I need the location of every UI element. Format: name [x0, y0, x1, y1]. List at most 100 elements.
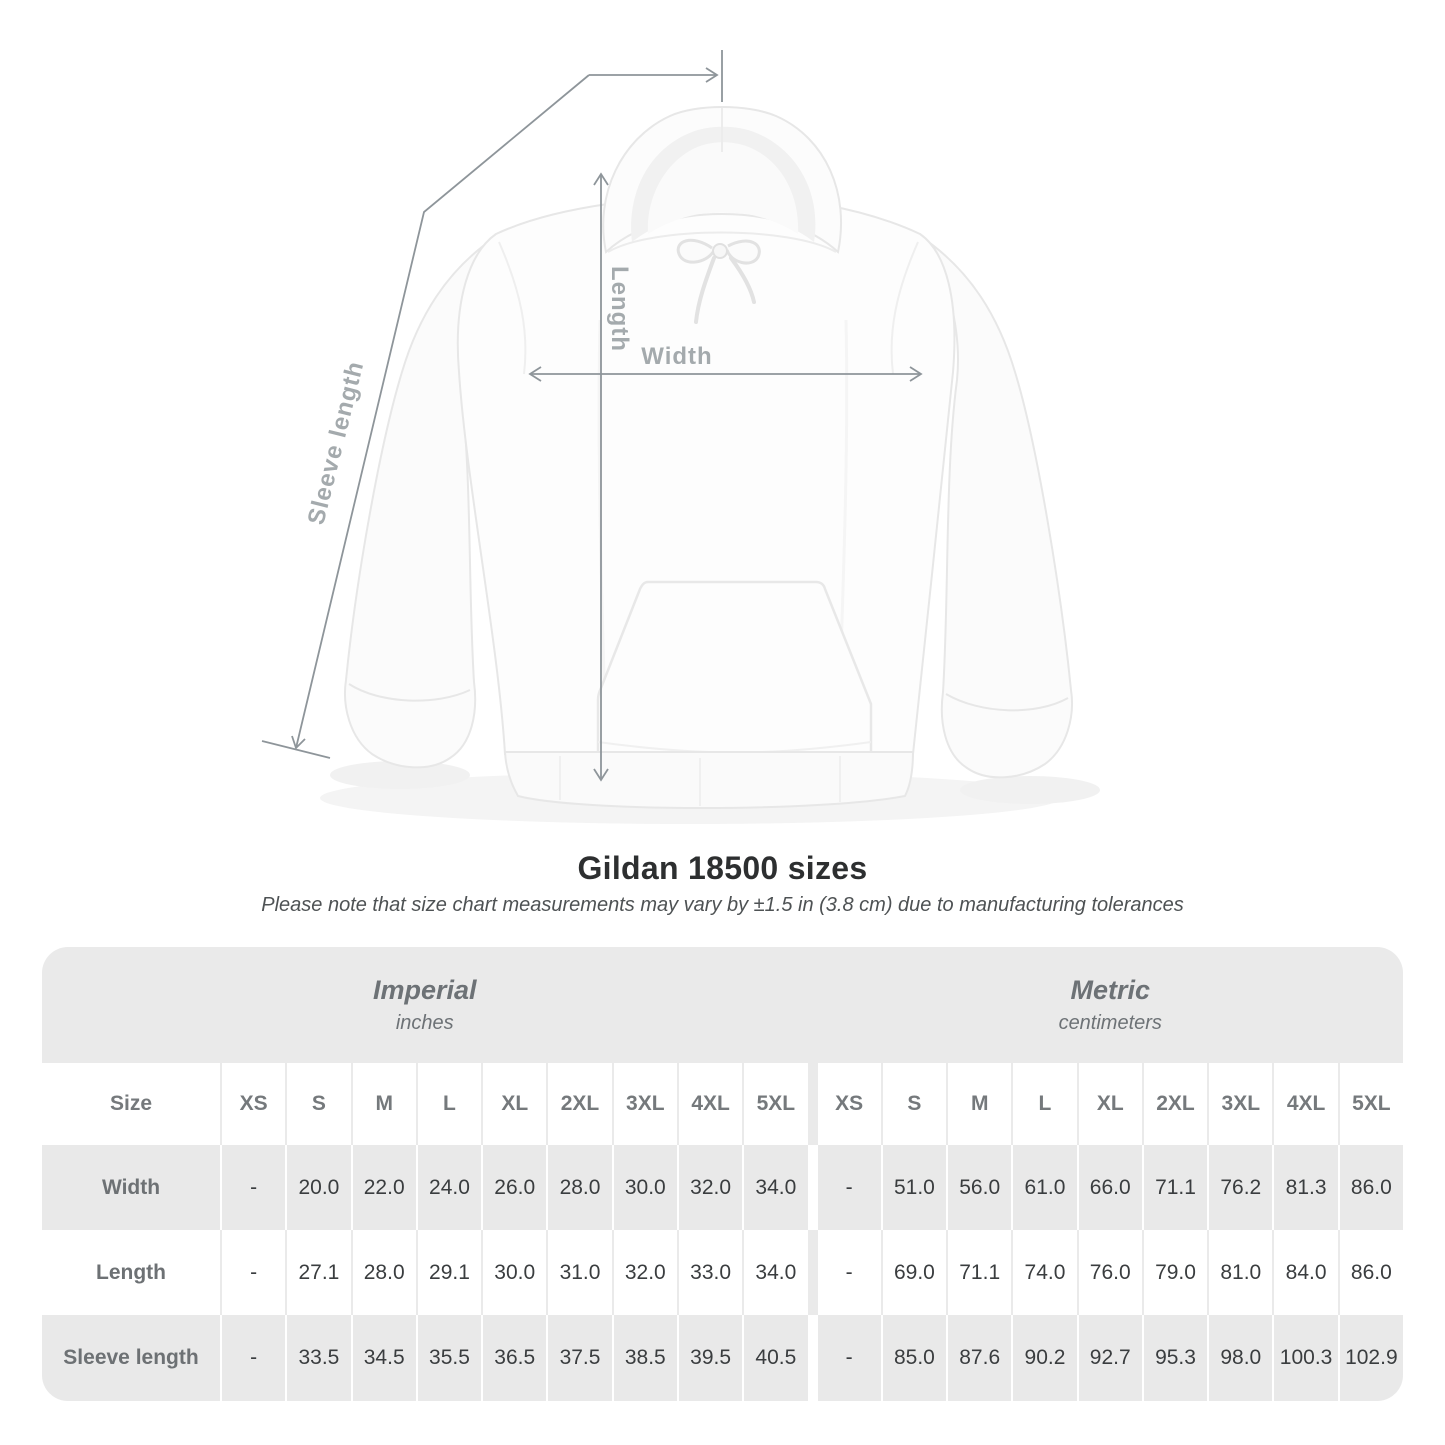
table-cell: -	[817, 1145, 881, 1230]
table-cell: -	[222, 1230, 286, 1315]
size-header-metric-2xl: 2XL	[1143, 1063, 1208, 1145]
table-cell: 102.9	[1339, 1315, 1403, 1401]
hoodie-illustration	[320, 106, 1100, 824]
table-cell: 33.5	[287, 1315, 351, 1401]
table-cell: 38.5	[613, 1315, 677, 1401]
unit-group-imperial-sublabel: inches	[395, 1012, 454, 1034]
hoodie-pocket	[596, 580, 873, 767]
unit-group-imperial: Imperial inches	[42, 947, 808, 1063]
size-table: Imperial inches Metric centimeters Size X…	[42, 947, 1403, 1401]
drawstring-knot	[712, 243, 728, 259]
table-cell: 34.0	[744, 1230, 808, 1315]
table-cell: 98.0	[1209, 1315, 1273, 1401]
table-cell: -	[222, 1315, 286, 1401]
table-cell: 32.0	[613, 1230, 677, 1315]
size-header-metric-xl: XL	[1078, 1063, 1142, 1145]
table-cell: 26.0	[483, 1145, 547, 1230]
left-armhole-seam	[498, 241, 527, 375]
table-cell: 22.0	[352, 1145, 416, 1230]
table-cell: 79.0	[1143, 1230, 1208, 1315]
table-cell: 90.2	[1013, 1315, 1077, 1401]
table-cell: 86.0	[1339, 1230, 1403, 1315]
table-cell: -	[817, 1315, 881, 1401]
unit-group-imperial-label: Imperial	[372, 975, 477, 1005]
size-header-metric-m: M	[948, 1063, 1012, 1145]
unit-group-metric: Metric centimeters	[818, 947, 1404, 1063]
table-cell: 61.0	[1013, 1145, 1077, 1230]
table-cell: 87.6	[948, 1315, 1012, 1401]
drawstring-loop-left	[676, 238, 715, 264]
size-header-imperial-3xl: 3XL	[613, 1063, 677, 1145]
size-header-metric-xs: XS	[817, 1063, 881, 1145]
size-header-imperial-5xl: 5XL	[744, 1063, 808, 1145]
hoodie-shadow-left-cuff	[330, 761, 470, 789]
width-arrow-label: Width	[641, 343, 712, 370]
page-title: Gildan 18500 sizes	[577, 850, 868, 886]
table-cell: 40.5	[744, 1315, 808, 1401]
hoodie-shadow-right-cuff	[960, 776, 1100, 804]
table-cell: 37.5	[548, 1315, 612, 1401]
width-arrow	[528, 366, 923, 382]
table-cell: 76.2	[1209, 1145, 1273, 1230]
table-cell: 86.0	[1339, 1145, 1403, 1230]
table-cell: 81.0	[1209, 1230, 1273, 1315]
table-cell: 36.5	[483, 1315, 547, 1401]
size-header-metric-3xl: 3XL	[1209, 1063, 1273, 1145]
sleeve-length-arrow	[261, 50, 723, 759]
neck-seam	[607, 231, 837, 253]
size-header-imperial-4xl: 4XL	[678, 1063, 743, 1145]
table-cell: 27.1	[287, 1230, 351, 1315]
length-arrow-label: Length	[606, 266, 633, 352]
table-cell: 35.5	[417, 1315, 482, 1401]
size-header-imperial-xs: XS	[222, 1063, 286, 1145]
table-cell: -	[222, 1145, 286, 1230]
table-cell: 95.3	[1143, 1315, 1208, 1401]
table-cell: 69.0	[882, 1230, 947, 1315]
size-header-imperial-s: S	[287, 1063, 351, 1145]
hoodie-measurement-diagram: Length Width Sleeve length	[261, 50, 1100, 824]
drawstring-right	[729, 256, 756, 304]
table-cell: 24.0	[417, 1145, 482, 1230]
table-cell: 39.5	[678, 1315, 743, 1401]
table-cell: 30.0	[483, 1230, 547, 1315]
hoodie-hem-band	[503, 751, 915, 809]
table-cell: 28.0	[352, 1230, 416, 1315]
table-cell: 28.0	[548, 1145, 612, 1230]
table-cell: 31.0	[548, 1230, 612, 1315]
table-cell: 84.0	[1274, 1230, 1338, 1315]
table-cell: 92.7	[1078, 1315, 1142, 1401]
table-cell: 74.0	[1013, 1230, 1077, 1315]
size-header-imperial-2xl: 2XL	[548, 1063, 612, 1145]
unit-group-metric-label: Metric	[1070, 975, 1151, 1005]
table-cell: -	[817, 1230, 881, 1315]
table-cell: 33.0	[678, 1230, 743, 1315]
size-header-metric-l: L	[1013, 1063, 1077, 1145]
left-cuff-seam	[348, 683, 471, 702]
table-cell: 29.1	[417, 1230, 482, 1315]
unit-group-metric-sublabel: centimeters	[1058, 1012, 1162, 1034]
row-label: Sleeve length	[42, 1315, 220, 1401]
table-cell: 71.1	[948, 1230, 1012, 1315]
tolerance-note: Please note that size chart measurements…	[261, 894, 1184, 916]
table-cell: 76.0	[1078, 1230, 1142, 1315]
size-header-imperial-l: L	[417, 1063, 482, 1145]
right-armhole-seam	[890, 241, 919, 375]
table-cell: 34.5	[352, 1315, 416, 1401]
size-header-metric-4xl: 4XL	[1274, 1063, 1338, 1145]
table-cell: 34.0	[744, 1145, 808, 1230]
hood-inner	[647, 142, 799, 234]
size-header-imperial-m: M	[352, 1063, 416, 1145]
row-label: Width	[42, 1145, 220, 1230]
table-cell: 66.0	[1078, 1145, 1142, 1230]
table-cell: 30.0	[613, 1145, 677, 1230]
size-header-metric-s: S	[882, 1063, 947, 1145]
right-cuff-seam	[945, 693, 1069, 712]
size-header-imperial-xl: XL	[483, 1063, 547, 1145]
table-cell: 81.3	[1274, 1145, 1338, 1230]
drawstring-left	[694, 256, 716, 324]
table-cell: 20.0	[287, 1145, 351, 1230]
length-arrow	[593, 172, 609, 782]
size-corner-header: Size	[42, 1063, 220, 1145]
size-header-metric-5xl: 5XL	[1339, 1063, 1403, 1145]
